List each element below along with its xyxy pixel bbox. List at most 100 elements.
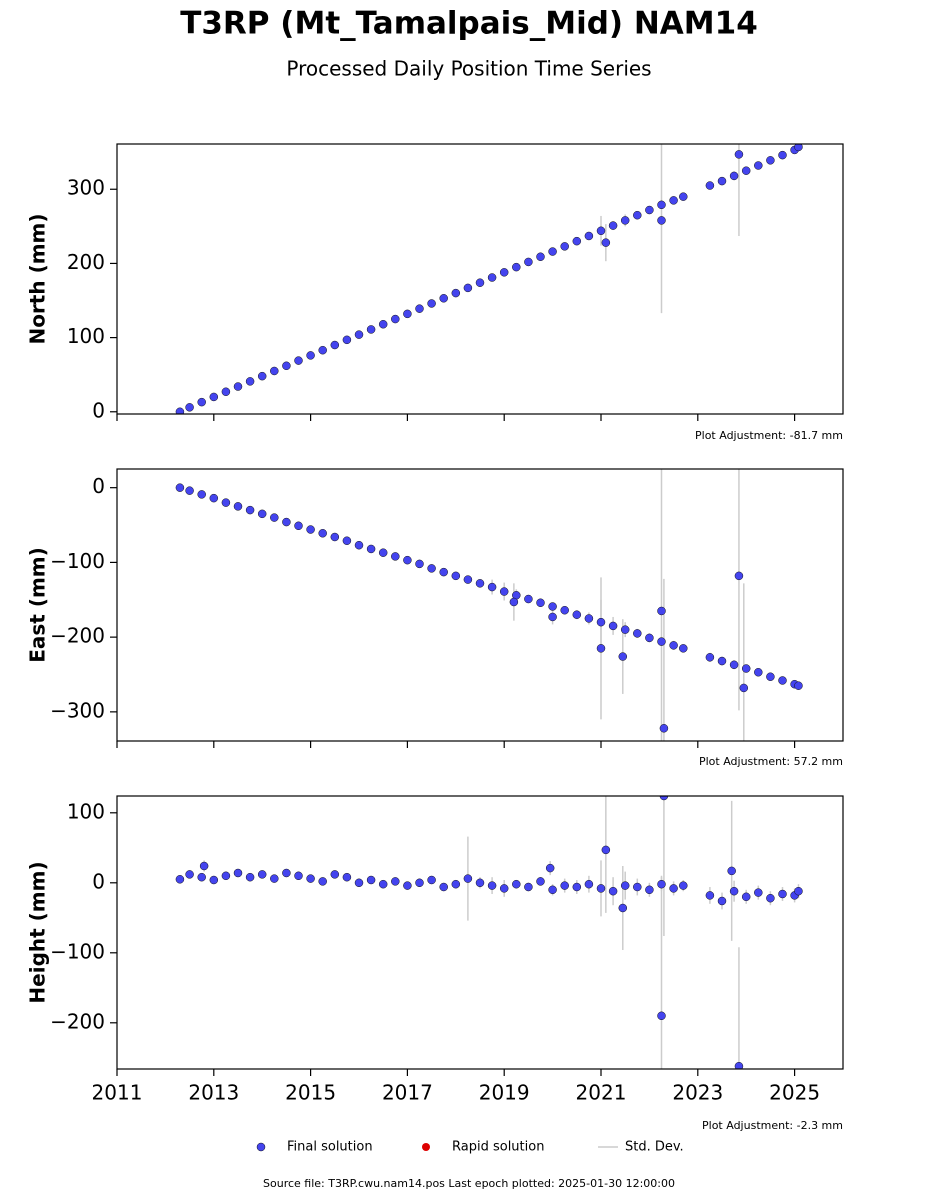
point xyxy=(257,371,267,381)
point xyxy=(463,283,473,293)
point xyxy=(378,879,388,889)
point xyxy=(221,871,231,881)
point xyxy=(794,886,803,896)
x-tick-label: 2021 xyxy=(576,1081,627,1105)
point xyxy=(620,625,630,634)
point xyxy=(366,544,376,554)
point xyxy=(221,498,231,507)
point xyxy=(221,387,231,396)
point xyxy=(705,653,715,662)
point xyxy=(294,871,303,881)
point xyxy=(669,196,678,205)
point xyxy=(778,889,787,899)
point xyxy=(391,877,400,886)
point xyxy=(330,532,340,542)
x-tick-label: 2013 xyxy=(188,1081,239,1105)
point xyxy=(645,205,654,215)
point xyxy=(306,351,315,360)
point xyxy=(657,216,666,225)
source-note: Source file: T3RP.cwu.nam14.pos Last epo… xyxy=(263,1177,675,1190)
point xyxy=(415,878,424,888)
point xyxy=(512,262,521,272)
plot-adjustment: Plot Adjustment: -2.3 mm xyxy=(702,1119,843,1132)
plot-area xyxy=(175,469,803,741)
point xyxy=(608,886,618,896)
point xyxy=(439,882,448,892)
x-tick-label: 2015 xyxy=(285,1081,336,1105)
point xyxy=(245,872,255,882)
legend-rapid-marker xyxy=(422,1143,430,1151)
point xyxy=(560,605,569,615)
title: T3RP (Mt_Tamalpais_Mid) NAM14 xyxy=(180,6,758,42)
point xyxy=(354,330,364,339)
point xyxy=(657,637,666,646)
point xyxy=(197,490,206,499)
point xyxy=(233,868,243,878)
point xyxy=(245,505,255,515)
point xyxy=(209,875,219,885)
point xyxy=(439,294,448,303)
point xyxy=(596,644,606,653)
point xyxy=(378,319,388,329)
point xyxy=(596,884,606,893)
y-axis-label: North (mm) xyxy=(26,213,50,344)
point xyxy=(754,668,763,677)
point xyxy=(282,517,291,527)
point xyxy=(245,377,255,386)
point xyxy=(427,875,436,885)
point xyxy=(608,221,618,230)
point xyxy=(175,407,185,414)
point xyxy=(354,878,364,888)
point xyxy=(427,299,436,308)
point xyxy=(403,309,412,319)
point xyxy=(199,861,209,871)
point xyxy=(257,509,267,519)
y-tick-label: 300 xyxy=(67,176,105,200)
point xyxy=(778,676,787,685)
point xyxy=(778,150,787,160)
point xyxy=(524,594,533,604)
axes-frame xyxy=(116,795,844,1070)
point xyxy=(342,536,352,545)
point xyxy=(669,884,678,893)
x-tick-label: 2023 xyxy=(672,1081,723,1105)
point xyxy=(601,845,611,855)
point xyxy=(415,559,424,569)
point xyxy=(560,242,569,251)
point xyxy=(729,886,739,896)
point xyxy=(197,397,206,407)
point xyxy=(659,724,669,733)
point xyxy=(620,881,630,890)
point xyxy=(657,200,666,210)
point xyxy=(679,192,688,201)
point xyxy=(618,652,628,661)
point xyxy=(657,606,666,616)
point xyxy=(754,888,763,897)
point xyxy=(584,231,594,241)
point xyxy=(766,893,775,903)
point xyxy=(185,403,194,412)
y-tick-label: −100 xyxy=(50,939,105,963)
point xyxy=(209,392,219,402)
point xyxy=(560,881,569,890)
point xyxy=(705,891,715,900)
x-tick-label: 2025 xyxy=(769,1081,820,1105)
point xyxy=(766,672,775,681)
point xyxy=(451,571,461,581)
point xyxy=(330,340,340,350)
point xyxy=(717,896,727,906)
point xyxy=(318,877,327,886)
point xyxy=(524,882,533,892)
y-tick-label: 0 xyxy=(92,474,105,498)
point xyxy=(548,612,557,622)
y-axis-label: East (mm) xyxy=(26,547,50,663)
point xyxy=(451,288,461,298)
point xyxy=(734,150,744,159)
point xyxy=(754,161,763,170)
point xyxy=(318,345,327,355)
point xyxy=(270,874,279,883)
point xyxy=(596,226,606,236)
point xyxy=(475,878,485,888)
point xyxy=(618,903,628,913)
